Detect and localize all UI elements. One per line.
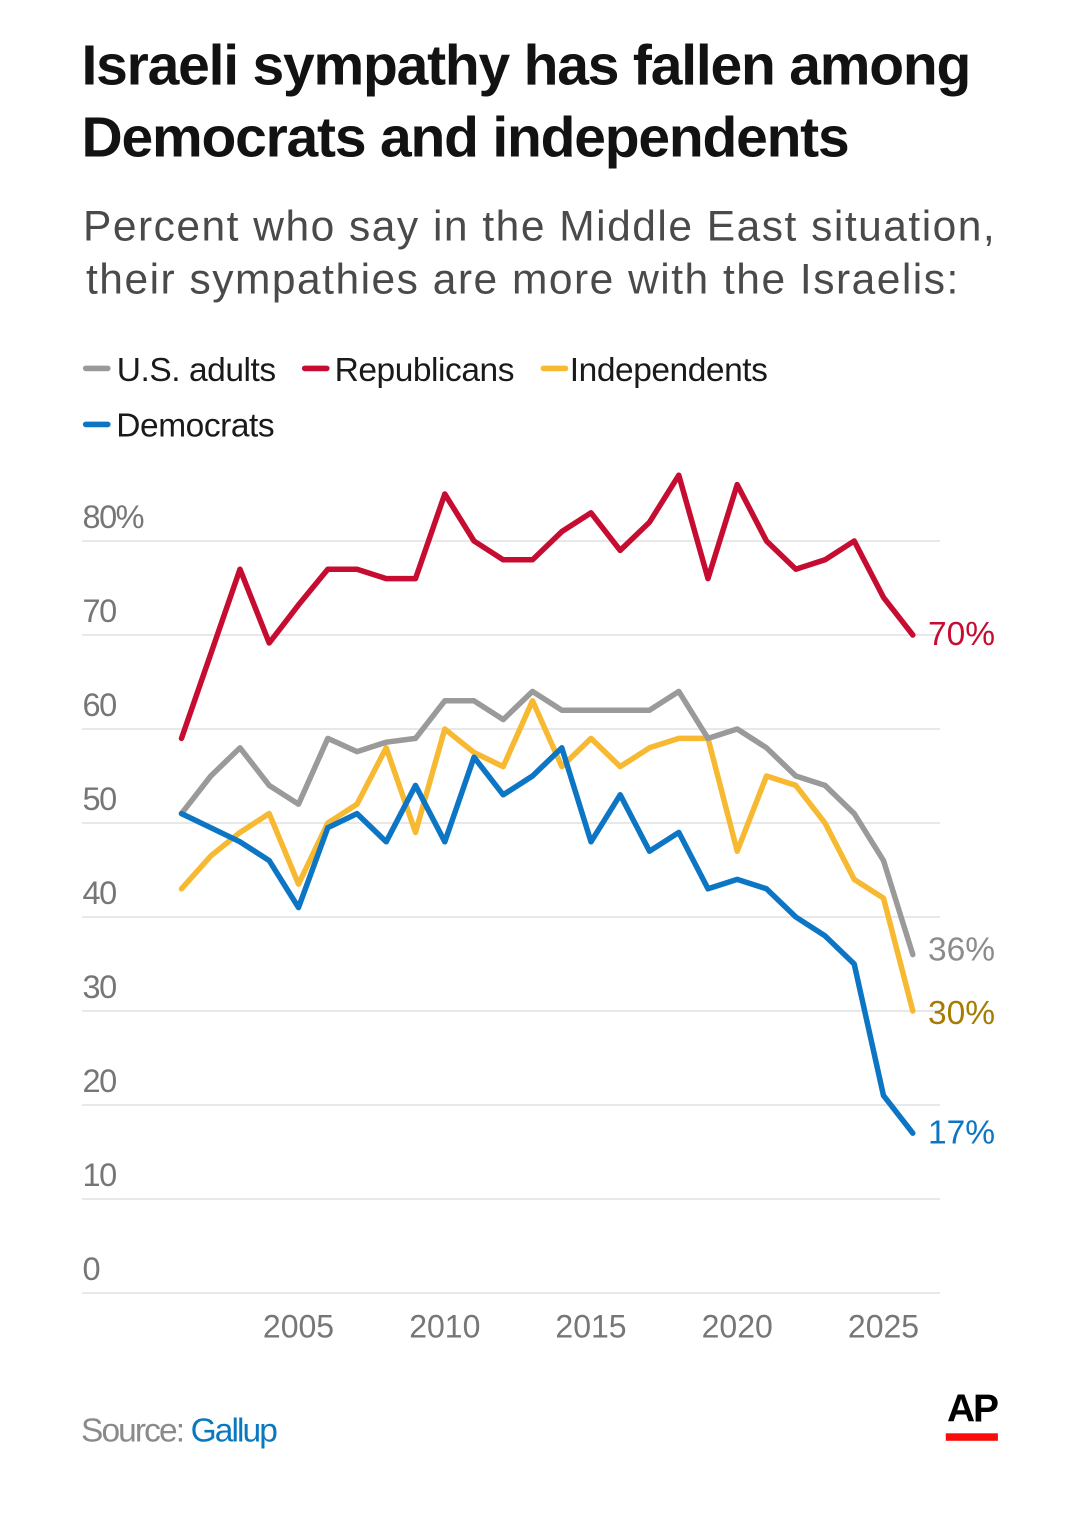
svg-text:their sympathies are more with: their sympathies are more with the Israe… bbox=[86, 256, 960, 303]
svg-text:Source: Gallup: Source: Gallup bbox=[81, 1413, 277, 1450]
svg-text:Democrats and independents: Democrats and independents bbox=[82, 106, 849, 170]
svg-text:60: 60 bbox=[83, 687, 117, 723]
svg-text:2015: 2015 bbox=[555, 1309, 626, 1345]
svg-text:30%: 30% bbox=[928, 995, 995, 1032]
svg-text:2005: 2005 bbox=[263, 1309, 334, 1345]
svg-text:Republicans: Republicans bbox=[335, 352, 514, 389]
svg-text:Democrats: Democrats bbox=[116, 408, 274, 445]
svg-text:36%: 36% bbox=[928, 932, 995, 969]
svg-text:80%: 80% bbox=[83, 499, 144, 535]
svg-text:Israeli sympathy has fallen am: Israeli sympathy has fallen among bbox=[82, 34, 971, 98]
svg-text:70: 70 bbox=[83, 593, 117, 629]
svg-text:2010: 2010 bbox=[409, 1309, 480, 1345]
svg-text:50: 50 bbox=[83, 781, 117, 817]
svg-text:0: 0 bbox=[83, 1251, 100, 1287]
svg-text:70%: 70% bbox=[928, 616, 995, 653]
svg-text:10: 10 bbox=[83, 1157, 117, 1193]
svg-text:Percent who say in the Middle: Percent who say in the Middle East situa… bbox=[83, 204, 996, 251]
svg-text:Independents: Independents bbox=[570, 352, 768, 389]
svg-text:20: 20 bbox=[83, 1063, 117, 1099]
svg-text:AP: AP bbox=[947, 1388, 998, 1431]
svg-text:2020: 2020 bbox=[702, 1309, 773, 1345]
svg-text:40: 40 bbox=[83, 875, 117, 911]
svg-text:30: 30 bbox=[83, 969, 117, 1005]
svg-text:17%: 17% bbox=[928, 1114, 995, 1151]
svg-text:U.S. adults: U.S. adults bbox=[117, 352, 276, 389]
svg-text:2025: 2025 bbox=[848, 1309, 919, 1345]
